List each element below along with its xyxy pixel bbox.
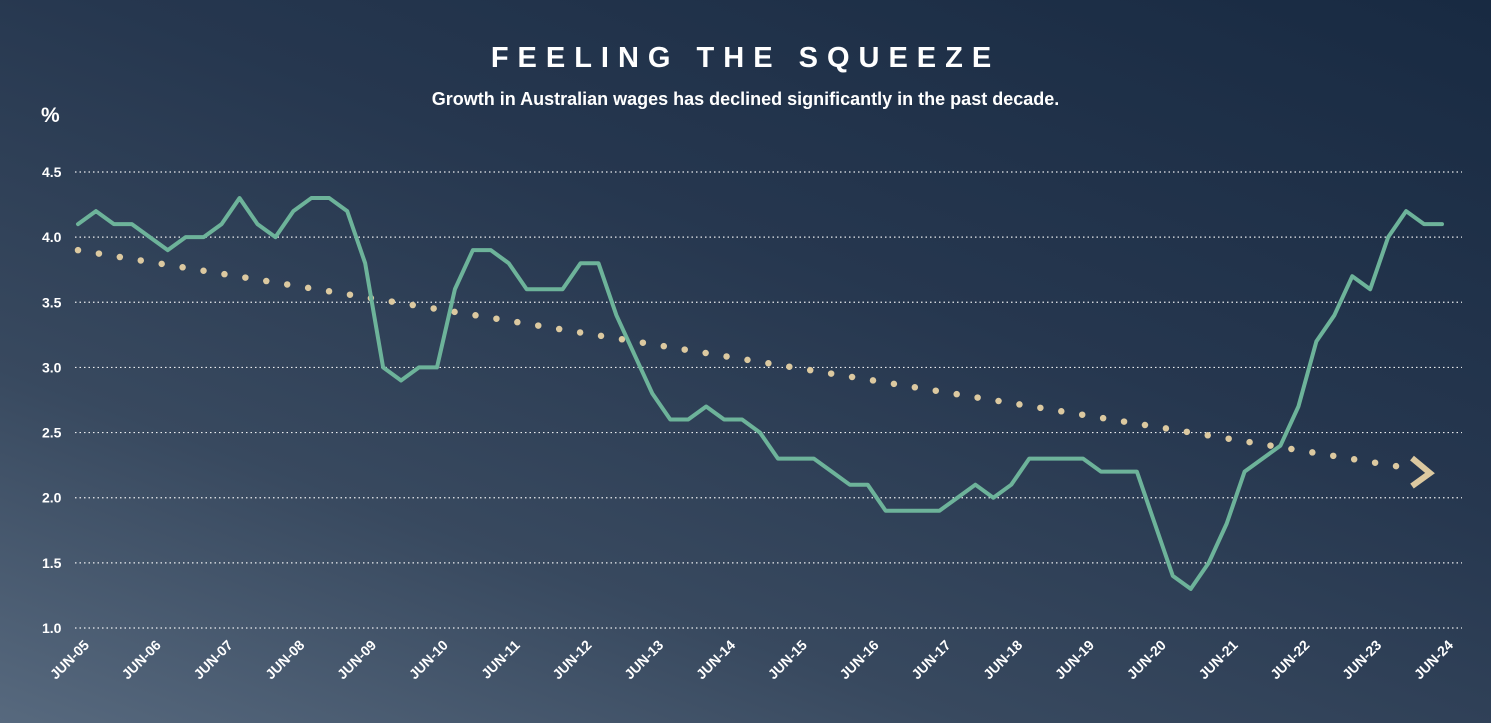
x-tick-label: JUN-09: [334, 637, 380, 683]
x-tick-label: JUN-11: [478, 637, 523, 682]
x-tick-label: JUN-12: [549, 637, 595, 683]
y-tick-label: 2.5: [42, 425, 62, 441]
x-tick-label: JUN-07: [190, 637, 236, 683]
y-tick-label: 4.5: [42, 164, 62, 180]
x-tick-label: JUN-18: [980, 637, 1026, 683]
x-tick-label: JUN-08: [262, 637, 308, 683]
x-tick-label: JUN-24: [1411, 637, 1457, 683]
x-tick-label: JUN-14: [693, 637, 739, 683]
x-tick-label: JUN-13: [621, 637, 667, 683]
x-tick-label: JUN-16: [836, 637, 882, 683]
y-axis-unit-label: %: [41, 104, 60, 127]
y-tick-label: 1.5: [42, 555, 62, 571]
wage-growth-line: [76, 196, 1444, 591]
y-tick-label: 3.5: [42, 294, 62, 310]
y-axis-ticks: 1.0 1.5 2.0 2.5 3.0 3.5 4.0 4.5: [42, 164, 62, 636]
y-tick-label: 1.0: [42, 620, 62, 636]
y-tick-label: 3.0: [42, 359, 62, 375]
y-tick-label: 2.0: [42, 490, 62, 506]
x-tick-label: JUN-06: [118, 637, 164, 683]
trend-series: [74, 246, 1435, 489]
x-tick-label: JUN-20: [1124, 637, 1170, 683]
x-tick-label: JUN-15: [765, 637, 811, 683]
x-tick-label: JUN-05: [47, 637, 93, 683]
x-tick-label: JUN-21: [1195, 637, 1241, 683]
y-tick-label: 4.0: [42, 229, 62, 245]
chart-title: FEELING THE SQUEEZE: [490, 42, 1001, 74]
x-tick-label: JUN-23: [1339, 637, 1385, 683]
x-axis-ticks: JUN-05 JUN-06 JUN-07 JUN-08 JUN-09 JUN-10 JUN-…: [47, 637, 1457, 683]
x-tick-label: JUN-10: [406, 637, 452, 683]
chart-subtitle: Growth in Australian wages has declined …: [431, 89, 1060, 109]
x-tick-label: JUN-19: [1052, 637, 1098, 683]
trend-line: [74, 246, 1416, 473]
gridlines: [75, 171, 1462, 629]
trend-arrow-head: [1410, 455, 1435, 489]
x-tick-label: JUN-17: [908, 637, 954, 683]
x-tick-label: JUN-22: [1267, 637, 1313, 683]
wage-growth-series: [76, 196, 1444, 591]
